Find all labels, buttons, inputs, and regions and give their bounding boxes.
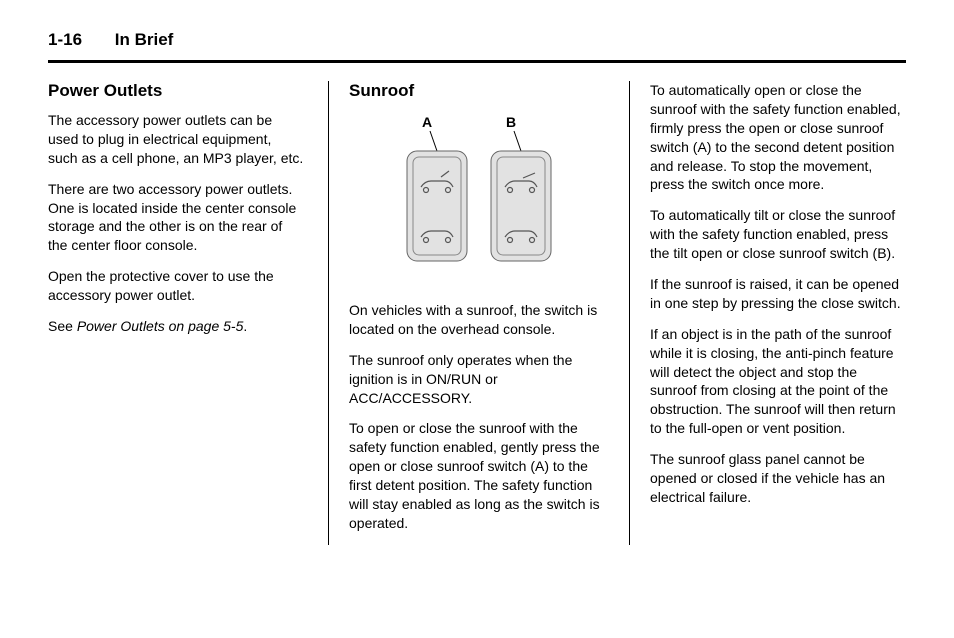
body-text: To automatically tilt or close the sunro… [650,206,906,263]
body-text: The sunroof only operates when the ignit… [349,351,605,408]
sunroof-title: Sunroof [349,81,605,101]
body-text: If the sunroof is raised, it can be open… [650,275,906,313]
content-columns: Power Outlets The accessory power outlet… [48,81,906,545]
body-text: To open or close the sunroof with the sa… [349,419,605,532]
switch-b-body [491,151,551,261]
see-prefix: See [48,318,77,334]
column-3: To automatically open or close the sunro… [629,81,906,545]
page-number: 1-16 [48,30,82,49]
sunroof-switch-figure: A B [349,111,605,281]
switch-a-body [407,151,467,261]
cross-reference: See Power Outlets on page 5‑5. [48,317,304,336]
see-suffix: . [243,318,247,334]
body-text: Open the protective cover to use the acc… [48,267,304,305]
column-2: Sunroof A B [328,81,605,545]
page-header: 1-16 In Brief [48,30,906,63]
sunroof-switch-svg: A B [377,111,577,281]
body-text: The sunroof glass panel cannot be opened… [650,450,906,507]
leader-line [430,131,437,151]
power-outlets-title: Power Outlets [48,81,304,101]
body-text: To automatically open or close the sunro… [650,81,906,194]
see-ref: Power Outlets on page 5‑5 [77,318,244,334]
body-text: There are two accessory power outlets. O… [48,180,304,256]
section-name: In Brief [115,30,174,49]
body-text: If an object is in the path of the sunro… [650,325,906,438]
leader-line [514,131,521,151]
body-text: The accessory power outlets can be used … [48,111,304,168]
body-text: On vehicles with a sunroof, the switch i… [349,301,605,339]
label-a: A [422,114,432,130]
label-b: B [506,114,516,130]
column-1: Power Outlets The accessory power outlet… [48,81,304,545]
